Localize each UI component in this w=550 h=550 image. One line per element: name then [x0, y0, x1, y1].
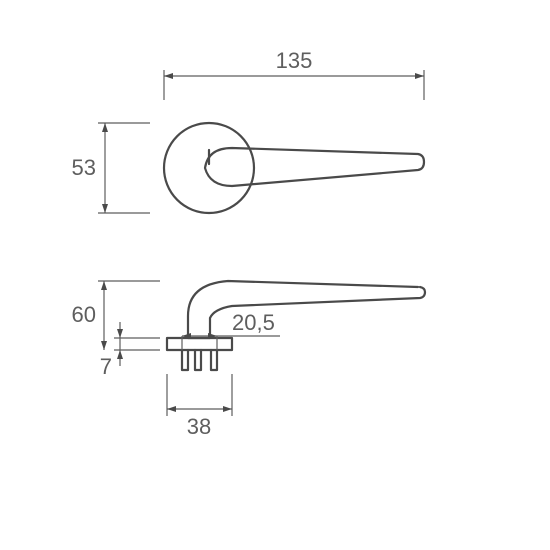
dim-60: 60: [72, 281, 160, 350]
dim-7-label: 7: [100, 354, 112, 379]
base-plate: [167, 338, 232, 350]
technical-drawing: 135 53 60 7: [0, 0, 550, 550]
dim-38: 38: [167, 374, 232, 439]
rosette-circle: [164, 123, 254, 213]
spindle-prongs: [182, 350, 217, 370]
dim-38-label: 38: [187, 414, 211, 439]
dim-53-label: 53: [72, 155, 96, 180]
handle-top-outline: [205, 148, 424, 186]
side-view: [167, 281, 425, 370]
handle-side-outline: [188, 281, 425, 338]
dim-135: 135: [164, 48, 424, 100]
top-view: [164, 123, 424, 213]
dim-135-label: 135: [276, 48, 313, 73]
dim-20-5-label: 20,5: [232, 310, 275, 335]
dim-60-label: 60: [72, 302, 96, 327]
dim-53: 53: [72, 123, 150, 213]
